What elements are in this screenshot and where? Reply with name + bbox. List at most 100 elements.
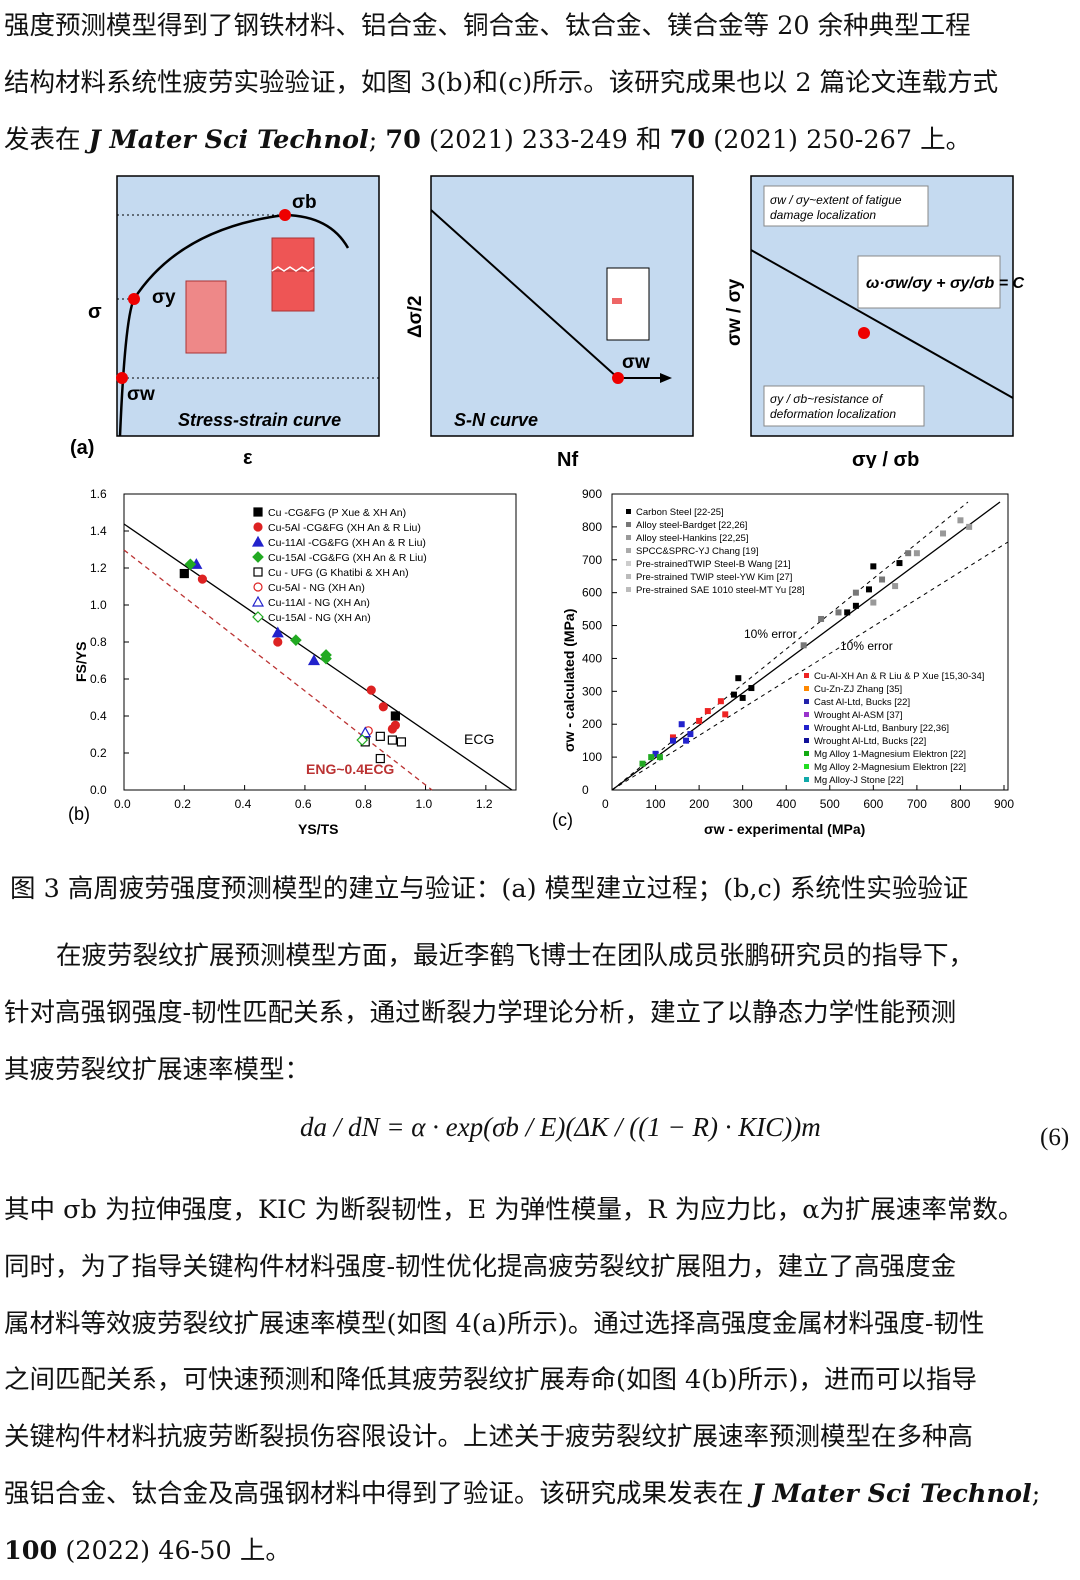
legend-marker — [626, 509, 631, 514]
text-line: 属材料等效疲劳裂纹扩展速率模型(如图 4(a)所示)。通过选择高强度金属材料强度… — [4, 1308, 985, 1339]
svg-text:σb: σb — [292, 192, 317, 213]
journal-name: J Mater Sci Technol — [88, 124, 369, 155]
x-tick-label: 300 — [733, 797, 753, 811]
text-line: 发表在 J Mater Sci Technol; 70 (2021) 233-2… — [4, 124, 972, 155]
legend-marker — [804, 725, 809, 730]
svg-text:deformation localization: deformation localization — [770, 407, 896, 421]
legend-entry: Pre-strained SAE 1010 steel-MT Yu [28] — [636, 585, 805, 596]
data-point — [179, 568, 189, 579]
legend-entry: SPCC&SPRC-YJ Chang [19] — [636, 546, 759, 557]
x-ticks: 0.0 0.2 0.4 0.6 0.8 1.0 1.2 — [114, 785, 493, 811]
svg-text:FS/YS: FS/YS — [73, 642, 89, 682]
legend-marker — [804, 686, 809, 691]
data-point — [818, 615, 825, 622]
data-point — [375, 731, 385, 741]
text-line: 关键构件材料抗疲劳断裂损伤容限设计。上述关于疲劳裂纹扩展速率预测模型在多种高 — [4, 1422, 974, 1453]
data-point — [957, 517, 964, 524]
data-point — [290, 634, 302, 646]
data-point — [359, 726, 372, 738]
svg-text:σw - calculated (MPa): σw - calculated (MPa) — [561, 609, 577, 752]
figure-3b: 0.0 0.2 0.4 0.6 0.8 1.0 1.2 1.4 1.6 0.0 0.2 0.4 0.6… — [68, 487, 517, 837]
top-paragraph: 强度预测模型得到了钢铁材料、铝合金、铜合金、钛合金、镁合金等 20 余种典型工程… — [4, 0, 1076, 168]
svg-text:σy: σy — [152, 287, 176, 308]
data-point — [669, 734, 676, 741]
data-point — [865, 586, 872, 593]
x-tick-label: 1.0 — [416, 797, 433, 811]
text-line: 100 (2022) 46-50 上。 — [4, 1535, 291, 1566]
data-point — [835, 609, 842, 616]
data-point — [378, 702, 388, 712]
data-point — [704, 708, 711, 715]
panel-label-c: (c) — [552, 810, 573, 830]
x-tick-label: 0.0 — [114, 797, 131, 811]
data-point — [739, 694, 746, 701]
legend-entry: Pre-strained TWIP steel-YW Kim [27] — [636, 572, 792, 583]
text-line: 强铝合金、钛合金及高强钢材料中得到了验证。该研究成果发表在 J Mater Sc… — [4, 1478, 1041, 1509]
y-tick-label: 500 — [582, 619, 602, 633]
svg-text:damage localization: damage localization — [770, 208, 876, 222]
legend-marker — [253, 507, 263, 517]
data-point — [870, 599, 877, 606]
text-line: 其疲劳裂纹扩展速率模型： — [4, 1054, 311, 1085]
x-tick-label: 0.8 — [355, 797, 372, 811]
legend-marker — [253, 582, 263, 592]
data-point — [905, 550, 912, 557]
y-tick-label: 900 — [582, 487, 602, 501]
p2-title: S-N curve — [454, 410, 538, 430]
legend-entry: Cu-Al-XH An & R Liu & P Xue [15,30-34] — [814, 671, 984, 682]
data-point — [687, 731, 694, 738]
p1-title: Stress-strain curve — [178, 410, 341, 430]
svg-text:Δσ/2: Δσ/2 — [405, 296, 426, 339]
svg-text:σw: σw — [127, 384, 155, 405]
data-point — [390, 720, 400, 730]
y-tick-label: 0.6 — [90, 672, 107, 686]
legend-entry: Cu-15Al -CG&FG (XH An & R Liu) — [268, 552, 427, 564]
data-point — [366, 685, 376, 695]
legend-marker — [251, 535, 265, 547]
data-point — [896, 560, 903, 567]
legend-entry: Wrought Al-Ltd, Banbury [22,36] — [814, 723, 949, 734]
x-tick-label: 900 — [994, 797, 1014, 811]
legend-marker — [804, 673, 809, 678]
y-ticks: 0.0 0.2 0.4 0.6 0.8 1.0 1.2 1.4 1.6 — [90, 487, 129, 797]
legend-marker — [253, 522, 263, 532]
x-tick-label: 0.2 — [174, 797, 191, 811]
legend: Carbon Steel [22-25] Alloy steel-Bardget … — [626, 507, 984, 786]
legend-entry: Alloy steel-Hankins [22,25] — [636, 533, 748, 544]
data-point — [717, 698, 724, 705]
data-point — [648, 754, 655, 761]
svg-text:10% error: 10% error — [744, 627, 797, 641]
data-point — [870, 563, 877, 570]
x-tick-label: 400 — [776, 797, 796, 811]
data-point — [375, 753, 385, 764]
data-point — [800, 642, 807, 649]
legend: Cu -CG&FG (P Xue & XH An) Cu-5Al -CG&FG (… — [251, 507, 427, 624]
x-tick-label: 500 — [820, 797, 840, 811]
x-tick-label: 0.6 — [295, 797, 312, 811]
legend-marker — [804, 712, 809, 717]
legend-entry: Cast Al-Ltd, Bucks [22] — [814, 697, 910, 708]
legend-marker — [252, 551, 264, 563]
panel-label-b: (b) — [68, 804, 90, 824]
y-tick-label: 800 — [582, 520, 602, 534]
y-tick-label: 100 — [582, 750, 602, 764]
svg-text:σw / σy: σw / σy — [724, 278, 745, 346]
legend-entry: Mg Alloy 2-Magnesium Elektron [22] — [814, 762, 966, 773]
legend-entry: Mg Alloy 1-Magnesium Elektron [22] — [814, 749, 966, 760]
p2-xlabel: Nf — [557, 449, 578, 468]
legend-marker — [626, 535, 631, 540]
y-tick-label: 600 — [582, 586, 602, 600]
data-point — [913, 550, 920, 557]
data-point — [271, 626, 284, 638]
legend-marker — [626, 561, 631, 566]
data-point — [748, 685, 755, 692]
legend-entry: Cu-15Al - NG (XH An) — [268, 612, 371, 624]
text-line: 在疲劳裂纹扩展预测模型方面，最近李鹤飞博士在团队成员张鹏研究员的指导下， — [56, 941, 975, 971]
p3-equation: ω·σw/σy + σy/σb = C — [866, 275, 1025, 292]
figure-3c: 00 100 100 200 200 300 300 400 400 500 500 600 600 70… — [552, 487, 1014, 837]
equation-number: (6) — [1040, 1124, 1070, 1151]
y-tick-label: 0.8 — [90, 635, 107, 649]
y-tick-label: 700 — [582, 553, 602, 567]
data-point — [197, 574, 207, 584]
journal-name: J Mater Sci Technol — [751, 1478, 1032, 1509]
